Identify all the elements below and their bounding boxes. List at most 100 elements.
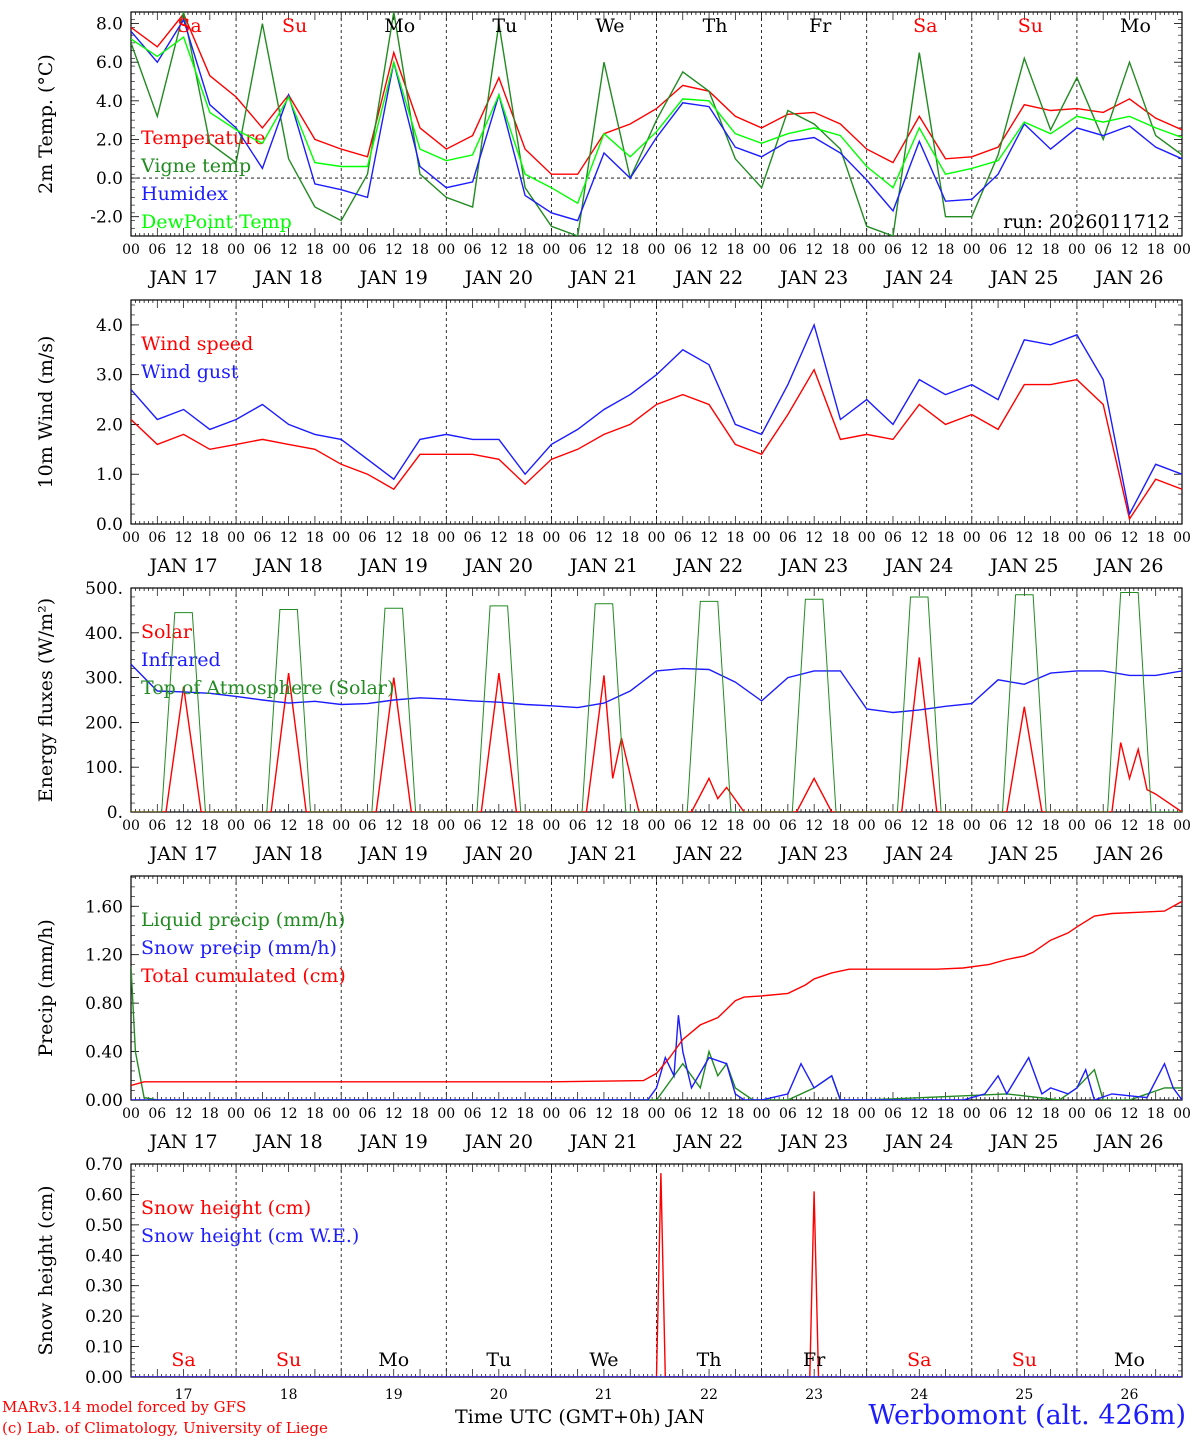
hour-label: 00 xyxy=(227,1106,245,1122)
day-label: JAN 19 xyxy=(358,1131,428,1153)
hour-label: 06 xyxy=(779,1106,797,1122)
hour-label: 12 xyxy=(595,1106,613,1122)
hour-label: 18 xyxy=(306,1106,324,1122)
day-label: JAN 20 xyxy=(463,555,533,577)
hour-label: 12 xyxy=(805,530,823,546)
day-label: JAN 21 xyxy=(568,555,638,577)
hour-label: 00 xyxy=(1173,818,1191,834)
hour-label: 06 xyxy=(884,242,902,258)
legend-vigne-temp: Vigne temp xyxy=(140,155,251,177)
day-label: JAN 18 xyxy=(253,555,323,577)
day-number-label: 21 xyxy=(595,1387,613,1403)
y-tick-label: 0.30 xyxy=(85,1277,123,1297)
day-label: JAN 21 xyxy=(568,843,638,865)
panel-4: 0.00 0.40 0.80 1.20 1.60 Precip (mm/h) Liquid … xyxy=(35,875,1191,1153)
weekday-label: We xyxy=(589,1349,618,1371)
hour-label: 12 xyxy=(385,1106,403,1122)
hour-label: 00 xyxy=(648,530,666,546)
day-number-label: 25 xyxy=(1015,1387,1033,1403)
hour-label: 18 xyxy=(306,530,324,546)
day-label: JAN 23 xyxy=(778,1131,848,1153)
hour-label: 06 xyxy=(148,1106,166,1122)
hour-label: 12 xyxy=(280,818,298,834)
hour-label: 06 xyxy=(359,530,377,546)
hour-label: 00 xyxy=(963,818,981,834)
hour-label: 00 xyxy=(332,1106,350,1122)
hour-label: 18 xyxy=(832,242,850,258)
day-label: JAN 25 xyxy=(988,1131,1058,1153)
hour-label: 12 xyxy=(175,530,193,546)
hour-label: 12 xyxy=(910,242,928,258)
hour-label: 12 xyxy=(1121,818,1139,834)
hour-label: 00 xyxy=(332,530,350,546)
hour-label: 06 xyxy=(674,242,692,258)
hour-label: 12 xyxy=(1121,242,1139,258)
hour-label: 12 xyxy=(700,242,718,258)
day-label: JAN 17 xyxy=(147,555,217,577)
legend-solar: Solar xyxy=(141,621,193,643)
y-tick-label: 400. xyxy=(85,624,123,644)
day-number-label: 17 xyxy=(175,1387,193,1403)
day-label: JAN 24 xyxy=(883,555,953,577)
hour-label: 18 xyxy=(411,1106,429,1122)
hour-label: 06 xyxy=(674,530,692,546)
hour-label: 12 xyxy=(280,242,298,258)
hour-label: 06 xyxy=(464,530,482,546)
series-line-temperature xyxy=(131,12,1182,175)
series-line-top-of-atmosphere-solar- xyxy=(131,592,1182,812)
legend-infrared: Infrared xyxy=(141,649,221,671)
y-tick-label: 3.0 xyxy=(96,366,123,386)
hour-label: 00 xyxy=(963,1106,981,1122)
hour-label: 06 xyxy=(989,818,1007,834)
series-line-vigne-temp xyxy=(131,12,1182,236)
legend-wind-gust: Wind gust xyxy=(141,361,239,383)
hour-label: 00 xyxy=(858,1106,876,1122)
hour-label: 06 xyxy=(674,818,692,834)
day-label: JAN 19 xyxy=(358,843,428,865)
hour-label: 12 xyxy=(700,818,718,834)
hour-label: 18 xyxy=(201,1106,219,1122)
hour-label: 06 xyxy=(569,1106,587,1122)
day-label: JAN 26 xyxy=(1093,267,1163,289)
hour-label: 18 xyxy=(1042,1106,1060,1122)
day-label: JAN 20 xyxy=(463,843,533,865)
hour-label: 18 xyxy=(621,530,639,546)
hour-label: 00 xyxy=(858,242,876,258)
hour-label: 06 xyxy=(359,818,377,834)
day-number-label: 22 xyxy=(700,1387,718,1403)
hour-label: 12 xyxy=(700,530,718,546)
series-line-solar xyxy=(131,657,1182,812)
hour-label: 18 xyxy=(516,242,534,258)
hour-label: 12 xyxy=(595,530,613,546)
hour-label: 00 xyxy=(1173,1106,1191,1122)
hour-label: 18 xyxy=(726,242,744,258)
y-tick-label: 1.60 xyxy=(85,897,123,917)
day-label: JAN 21 xyxy=(568,267,638,289)
hour-label: 18 xyxy=(516,530,534,546)
hour-label: 06 xyxy=(569,818,587,834)
y-tick-label: 0.20 xyxy=(85,1307,123,1327)
y-tick-label: 0.0 xyxy=(96,515,123,535)
y-tick-label: 6.0 xyxy=(96,53,123,73)
weekday-label: Fr xyxy=(803,1349,826,1371)
hour-label: 18 xyxy=(1147,818,1165,834)
hour-label: 18 xyxy=(516,818,534,834)
series-line-snow-precip-mm-h- xyxy=(131,1015,1182,1100)
hour-label: 00 xyxy=(437,818,455,834)
hour-label: 18 xyxy=(726,530,744,546)
hour-label: 18 xyxy=(621,1106,639,1122)
hour-label: 12 xyxy=(1015,1106,1033,1122)
hour-label: 12 xyxy=(595,242,613,258)
hour-label: 12 xyxy=(1121,530,1139,546)
hour-label: 12 xyxy=(910,818,928,834)
hour-label: 12 xyxy=(175,242,193,258)
hour-label: 12 xyxy=(490,530,508,546)
hour-label: 06 xyxy=(569,242,587,258)
series-line-dewpoint-temp xyxy=(131,35,1182,205)
hour-label: 00 xyxy=(753,530,771,546)
day-label: JAN 17 xyxy=(147,843,217,865)
weekday-label: Sa xyxy=(171,1349,195,1371)
hour-label: 12 xyxy=(280,530,298,546)
panel-frame xyxy=(130,587,1183,813)
series-line-snow-height-cm- xyxy=(131,1173,1182,1377)
